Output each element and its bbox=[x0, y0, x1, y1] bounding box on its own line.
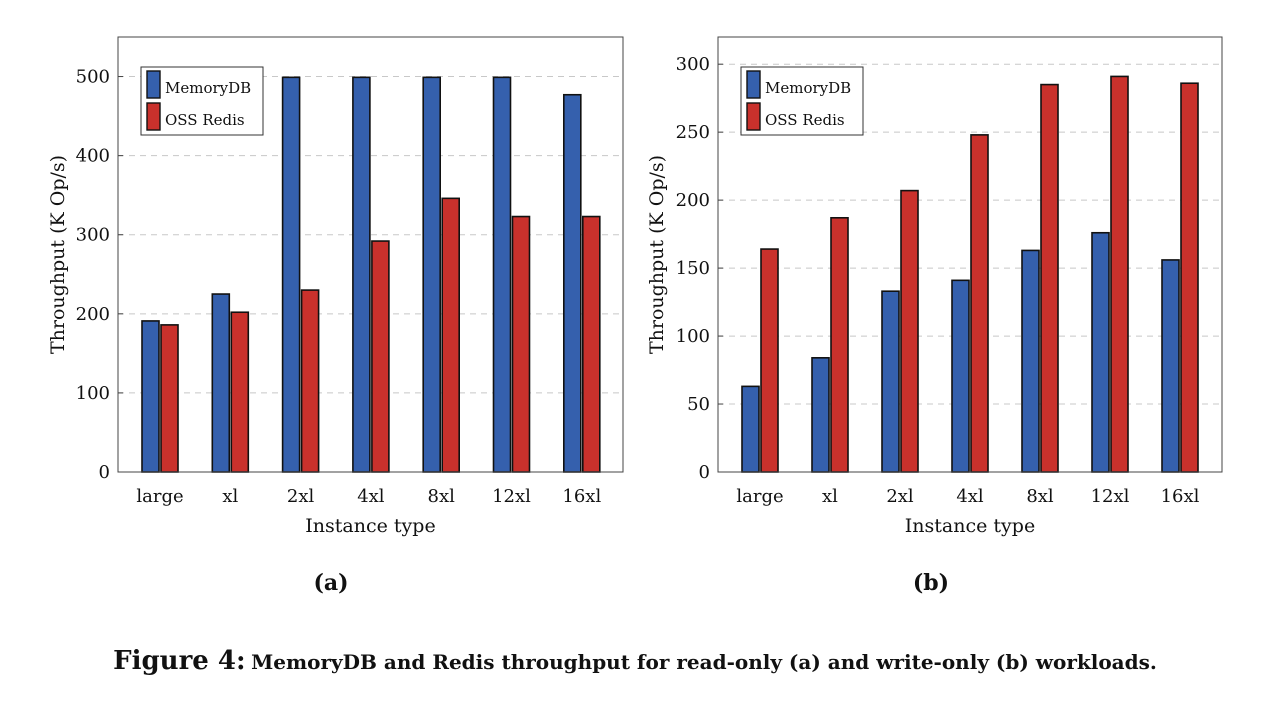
x-tick-label: xl bbox=[222, 486, 238, 507]
bar-memorydb-xl bbox=[211, 293, 231, 473]
bar-oss-redis-4xl bbox=[970, 134, 989, 473]
y-axis-label: Throughput (K Op/s) bbox=[47, 155, 69, 354]
x-tick-label: 12xl bbox=[492, 486, 531, 507]
legend-swatch-oss-redis bbox=[146, 102, 161, 131]
caption-text: MemoryDB and Redis throughput for read-o… bbox=[251, 650, 1157, 674]
x-tick-label: xl bbox=[822, 486, 838, 507]
y-tick-label: 500 bbox=[76, 67, 110, 88]
plot-frame bbox=[717, 36, 1223, 473]
x-tick-label: 2xl bbox=[886, 486, 914, 507]
bar-oss-redis-12xl bbox=[1110, 75, 1129, 473]
y-tick-label: 100 bbox=[676, 326, 710, 347]
bar-memorydb-12xl bbox=[1091, 231, 1110, 473]
legend: MemoryDB OSS Redis bbox=[140, 66, 264, 136]
x-tick-label: large bbox=[136, 486, 183, 507]
x-tick-label: large bbox=[736, 486, 783, 507]
legend-label-oss-redis: OSS Redis bbox=[765, 111, 845, 129]
x-tick-label: 4xl bbox=[956, 486, 984, 507]
plot-frame bbox=[117, 36, 624, 473]
bar-memorydb-16xl bbox=[1161, 259, 1180, 473]
y-tick-label: 400 bbox=[76, 146, 110, 167]
bar-oss-redis-2xl bbox=[900, 189, 919, 473]
y-tick-label: 200 bbox=[76, 304, 110, 325]
bar-memorydb-8xl bbox=[422, 76, 442, 473]
bar-memorydb-12xl bbox=[492, 76, 512, 473]
legend-box bbox=[740, 66, 864, 136]
panel-label: (a) bbox=[313, 570, 348, 596]
bar-memorydb-large bbox=[741, 385, 760, 473]
bar-oss-redis-large bbox=[760, 248, 779, 473]
bar-oss-redis-4xl bbox=[371, 240, 390, 473]
panel-label: (b) bbox=[913, 570, 949, 596]
x-axis-label: Instance type bbox=[305, 515, 435, 537]
y-tick-label: 300 bbox=[676, 54, 710, 75]
bar-oss-redis-large bbox=[160, 324, 179, 473]
y-tick-label: 100 bbox=[76, 383, 110, 404]
bar-oss-redis-xl bbox=[830, 216, 849, 473]
bar-memorydb-8xl bbox=[1021, 249, 1040, 473]
legend-label-oss-redis: OSS Redis bbox=[165, 111, 245, 129]
bar-oss-redis-16xl bbox=[1180, 82, 1199, 473]
chart-panel-a: 0 100 200 300 400 500 large xl 2xl 4xl 8xl 12xl 16xl… bbox=[47, 36, 624, 596]
y-tick-label: 0 bbox=[99, 462, 110, 483]
x-tick-label: 2xl bbox=[287, 486, 315, 507]
x-tick-label: 12xl bbox=[1091, 486, 1130, 507]
legend: MemoryDB OSS Redis bbox=[740, 66, 864, 136]
bar-oss-redis-xl bbox=[230, 311, 250, 473]
figure-caption: Figure 4: MemoryDB and Redis throughput … bbox=[0, 646, 1270, 676]
y-tick-label: 300 bbox=[76, 225, 110, 246]
bar-memorydb-xl bbox=[811, 357, 830, 473]
chart-panel-b: 0 50 100 150 200 250 300 large xl 2xl 4xl 8xl 12xl 16… bbox=[646, 36, 1223, 596]
bar-oss-redis-16xl bbox=[581, 215, 601, 473]
y-tick-label: 0 bbox=[699, 462, 710, 483]
x-tick-label: 4xl bbox=[357, 486, 385, 507]
bar-memorydb-2xl bbox=[281, 76, 301, 473]
x-tick-label: 8xl bbox=[1026, 486, 1054, 507]
legend-box bbox=[140, 66, 264, 136]
bar-memorydb-large bbox=[141, 320, 160, 473]
legend-swatch-memorydb bbox=[146, 70, 161, 99]
bar-oss-redis-2xl bbox=[300, 289, 320, 473]
x-tick-label: 16xl bbox=[562, 486, 601, 507]
caption-label: Figure 4: bbox=[113, 646, 246, 676]
bar-memorydb-4xl bbox=[951, 279, 970, 473]
legend-label-memorydb: MemoryDB bbox=[765, 79, 851, 97]
legend-swatch-oss-redis bbox=[746, 102, 761, 131]
legend-label-memorydb: MemoryDB bbox=[165, 79, 251, 97]
y-tick-label: 200 bbox=[676, 190, 710, 211]
legend-swatch-memorydb bbox=[746, 70, 761, 99]
bar-memorydb-16xl bbox=[562, 93, 582, 473]
x-tick-label: 16xl bbox=[1161, 486, 1200, 507]
y-axis-label: Throughput (K Op/s) bbox=[646, 155, 668, 354]
y-tick-label: 250 bbox=[676, 122, 710, 143]
bar-memorydb-2xl bbox=[881, 290, 900, 473]
y-tick-label: 150 bbox=[676, 258, 710, 279]
bar-oss-redis-12xl bbox=[511, 215, 531, 473]
bar-oss-redis-8xl bbox=[441, 197, 461, 473]
y-tick-label: 50 bbox=[687, 394, 710, 415]
x-tick-label: 8xl bbox=[428, 486, 456, 507]
x-axis-label: Instance type bbox=[905, 515, 1035, 537]
bar-memorydb-4xl bbox=[352, 76, 371, 473]
bar-oss-redis-8xl bbox=[1040, 83, 1059, 473]
